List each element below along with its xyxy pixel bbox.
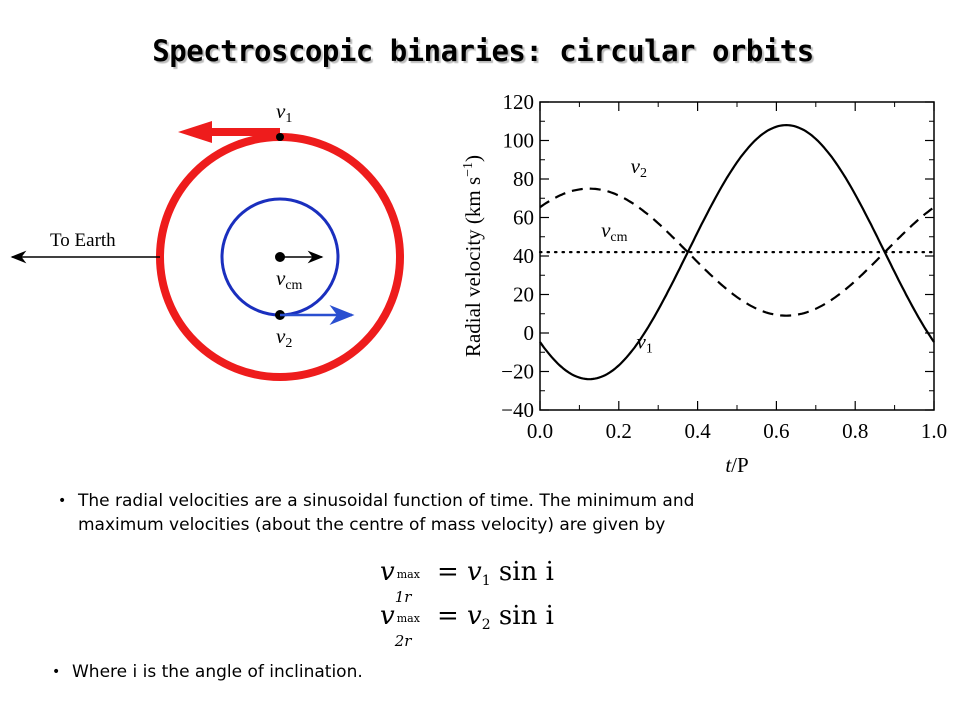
y-tick-label: 100 xyxy=(503,129,535,153)
to-earth-label: To Earth xyxy=(50,230,116,251)
bullet-2-text: Where i is the angle of inclination. xyxy=(72,662,363,682)
y-tick-label: 0 xyxy=(524,321,535,345)
bullet-2: • Where i is the angle of inclination. xyxy=(52,660,363,684)
v1-label: v1 xyxy=(276,99,292,126)
y-tick-label: 120 xyxy=(503,90,535,114)
x-tick-label: 0.6 xyxy=(763,419,789,443)
equation-2: v max 2r = v2 sin i xyxy=(380,601,554,650)
equation-1: v max 1r = v1 sin i xyxy=(380,557,554,606)
x-tick-label: 0.0 xyxy=(527,419,553,443)
x-axis-label: t/P xyxy=(725,453,748,477)
radial-velocity-chart: 0.0 0.2 0.4 0.6 0.8 1.0 120 100 80 60 40 20 0 −20 −40 t… xyxy=(461,90,947,477)
y-axis-label: Radial velocity (km s−1) xyxy=(461,155,485,357)
plot-frame xyxy=(539,101,935,411)
y-tick-label: 80 xyxy=(513,167,534,191)
series-v2-label: v2 xyxy=(631,154,647,181)
series-v2-line xyxy=(539,187,935,317)
bullet-1: • The radial velocities are a sinusoidal… xyxy=(58,489,695,537)
v2-label: v2 xyxy=(276,324,292,351)
x-tick-label: 0.2 xyxy=(606,419,632,443)
y-tick-label: 40 xyxy=(513,244,534,268)
v1-arrowhead xyxy=(178,121,212,143)
slide-title: Spectroscopic binaries: circular orbits xyxy=(152,34,814,68)
y-tick-label: −40 xyxy=(501,398,534,422)
x-tick-label: 1.0 xyxy=(921,419,947,443)
y-tick-label: 60 xyxy=(513,206,534,230)
x-tick-label: 0.8 xyxy=(842,419,868,443)
y-tick-label: 20 xyxy=(513,283,534,307)
bullet-1-line-2: maximum velocities (about the centre of … xyxy=(78,515,666,535)
series-v1-line xyxy=(539,123,935,381)
series-v1-label: v1 xyxy=(637,329,653,356)
vcm-label: vcm xyxy=(276,266,303,293)
bullet-dot: • xyxy=(58,493,67,509)
x-tick-label: 0.4 xyxy=(684,419,711,443)
series-vcm-label: vcm xyxy=(601,218,628,245)
bullet-1-line-1: The radial velocities are a sinusoidal f… xyxy=(78,491,695,511)
star1-dot xyxy=(276,133,284,141)
y-tick-label: −20 xyxy=(501,360,534,384)
bullet-dot: • xyxy=(52,664,61,680)
orbit-diagram: To Earth v1 vcm v2 xyxy=(10,99,404,381)
